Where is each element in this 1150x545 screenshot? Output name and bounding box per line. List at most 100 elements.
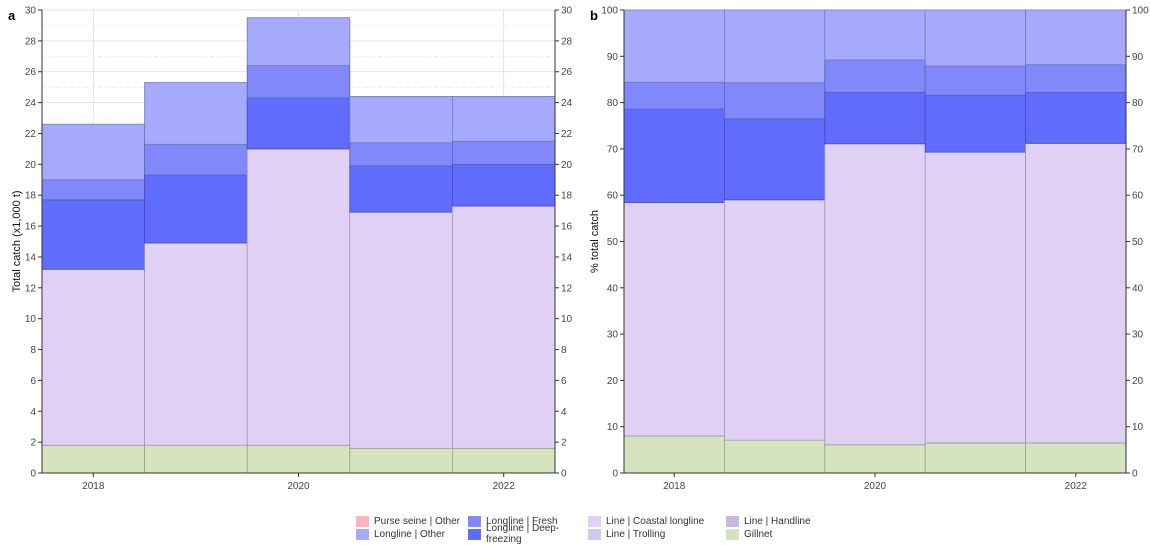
y-tick-label-right: 22 — [561, 129, 573, 140]
bar-segment — [144, 82, 248, 145]
y-tick-label: 40 — [607, 283, 619, 294]
bar-segment — [246, 444, 351, 474]
x-tick-label: 2018 — [82, 481, 105, 492]
bar-segment — [623, 202, 725, 437]
y-tick-label-right: 100 — [1132, 6, 1149, 17]
bar-segment — [924, 442, 1027, 474]
y-tick-label: 4 — [30, 407, 36, 418]
bar-segment — [623, 108, 725, 204]
bar-segment — [246, 17, 351, 66]
bar-segment — [724, 199, 826, 441]
legend-swatch — [588, 528, 601, 540]
y-tick-label: 20 — [25, 160, 37, 171]
y-tick-label-right: 4 — [561, 407, 567, 418]
legend-swatch — [468, 528, 481, 540]
panel-letter: a — [8, 8, 16, 23]
bar-segment — [924, 94, 1027, 153]
bar-segment — [451, 205, 556, 449]
y-tick-label: 60 — [607, 191, 619, 202]
y-tick-label-right: 8 — [561, 345, 567, 356]
bar-segment — [144, 174, 248, 244]
bar-segment — [824, 9, 926, 61]
y-tick-label-right: 90 — [1132, 52, 1144, 63]
bar-segment — [349, 165, 453, 213]
legend-label: Gillnet — [744, 528, 773, 540]
y-tick-label-right: 14 — [561, 252, 573, 263]
bar-segment — [924, 9, 1027, 67]
y-tick-label: 20 — [607, 376, 619, 387]
y-tick-label-right: 16 — [561, 222, 573, 233]
y-tick-label: 80 — [607, 98, 619, 109]
legend-label: Line | Trolling — [606, 528, 666, 540]
y-tick-label-right: 24 — [561, 98, 573, 109]
legend-swatch — [356, 528, 369, 540]
y-tick-label: 10 — [607, 422, 619, 433]
legend-label: Longline | Deep-freezing — [486, 523, 560, 545]
y-tick-label-right: 20 — [561, 160, 573, 171]
bar-segment — [349, 447, 453, 474]
chart-legend: Purse seine | Other Longline | Fresh Line … — [356, 515, 826, 545]
y-tick-label-right: 30 — [561, 6, 573, 17]
legend-label: Longline | Other — [374, 528, 445, 540]
bar-segment — [144, 444, 248, 474]
bar-segment — [824, 143, 926, 446]
y-tick-label: 0 — [30, 469, 36, 480]
y-axis-title: % total catch — [589, 210, 601, 273]
bar-segment — [451, 163, 556, 207]
y-tick-label: 26 — [25, 67, 37, 78]
bar-segment — [451, 140, 556, 165]
bar-segment — [1025, 92, 1127, 144]
legend-label: Purse seine | Other — [374, 515, 460, 527]
y-tick-label-right: 30 — [1132, 330, 1144, 341]
y-tick-label: 2 — [30, 438, 36, 449]
y-tick-label: 90 — [607, 52, 619, 63]
y-tick-label-right: 18 — [561, 191, 573, 202]
legend-item: Line | Handline — [726, 515, 826, 527]
y-tick-label: 12 — [25, 283, 37, 294]
y-tick-label-right: 0 — [561, 469, 567, 480]
bar-segment — [824, 59, 926, 93]
legend-swatch — [468, 515, 481, 527]
y-tick-label-right: 80 — [1132, 98, 1144, 109]
legend-item: Longline | Fresh — [468, 515, 588, 527]
y-axis-title: Total catch (x1,000 t) — [11, 190, 23, 292]
bar-segment — [1025, 142, 1127, 444]
bar-segment — [41, 199, 145, 270]
y-tick-label: 100 — [601, 6, 618, 17]
bar-segment — [924, 65, 1027, 96]
bar-segment — [1025, 9, 1127, 66]
bar-segment — [41, 123, 145, 181]
y-tick-label: 0 — [612, 469, 618, 480]
y-tick-label: 6 — [30, 376, 36, 387]
legend-item: Line | Coastal longline — [588, 515, 726, 527]
legend-item: Longline | Other — [356, 528, 468, 540]
bar-segment — [924, 151, 1027, 444]
legend-item: Longline | Deep-freezing — [468, 523, 588, 545]
y-tick-label: 18 — [25, 191, 37, 202]
bar-segment — [41, 179, 145, 201]
bar-segment — [246, 148, 351, 446]
x-tick-label: 2022 — [493, 481, 516, 492]
y-tick-label-right: 2 — [561, 438, 567, 449]
y-tick-label-right: 6 — [561, 376, 567, 387]
y-tick-label: 10 — [25, 314, 37, 325]
legend-swatch — [726, 515, 739, 527]
y-tick-label: 8 — [30, 345, 36, 356]
y-tick-label: 30 — [607, 330, 619, 341]
panel-letter: b — [590, 8, 598, 23]
y-tick-label-right: 28 — [561, 36, 573, 47]
legend-item: Gillnet — [726, 528, 826, 540]
bar-segment — [623, 9, 725, 83]
y-tick-label-right: 60 — [1132, 191, 1144, 202]
bar-segment — [824, 444, 926, 474]
bar-segment — [349, 96, 453, 144]
bar-segment — [623, 81, 725, 110]
bar-segment — [144, 143, 248, 176]
bar-segment — [246, 97, 351, 150]
legend-swatch — [726, 528, 739, 540]
bar-segment — [41, 444, 145, 474]
y-tick-label: 30 — [25, 6, 37, 17]
y-tick-label: 24 — [25, 98, 37, 109]
